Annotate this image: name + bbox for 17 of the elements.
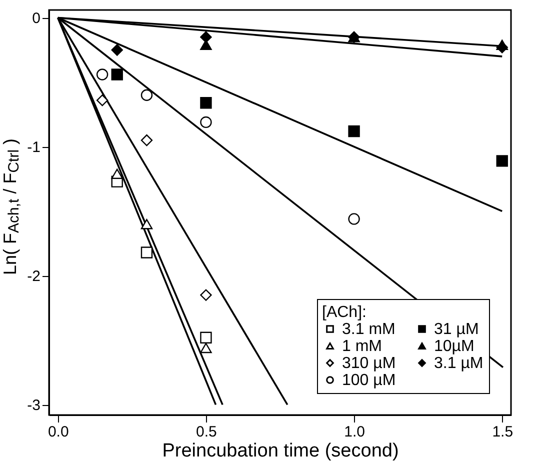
x-tick-label: 1.5	[492, 424, 514, 440]
legend-title: [ACh]:	[322, 304, 366, 321]
legend-label: 10µM	[434, 338, 474, 355]
x-tick-label: 0.0	[48, 424, 69, 440]
x-tick-label: 0.5	[196, 424, 217, 440]
y-tick-label: -1	[27, 139, 40, 156]
y-tick-label: -2	[27, 268, 40, 286]
legend-label: 1 mM	[342, 338, 382, 355]
legend-label: 31 µM	[434, 321, 479, 338]
legend-label: 100 µM	[342, 372, 396, 389]
x-tick-label: 1.0	[344, 424, 365, 440]
legend-label: 310 µM	[342, 355, 396, 372]
y-tick-label: -3	[27, 397, 40, 414]
x-axis-title: Preincubation time (second)	[162, 440, 399, 462]
legend-label: 3.1 µM	[434, 355, 484, 372]
y-tick-label: 0	[32, 10, 40, 28]
legend-label: 3.1 mM	[342, 321, 396, 338]
